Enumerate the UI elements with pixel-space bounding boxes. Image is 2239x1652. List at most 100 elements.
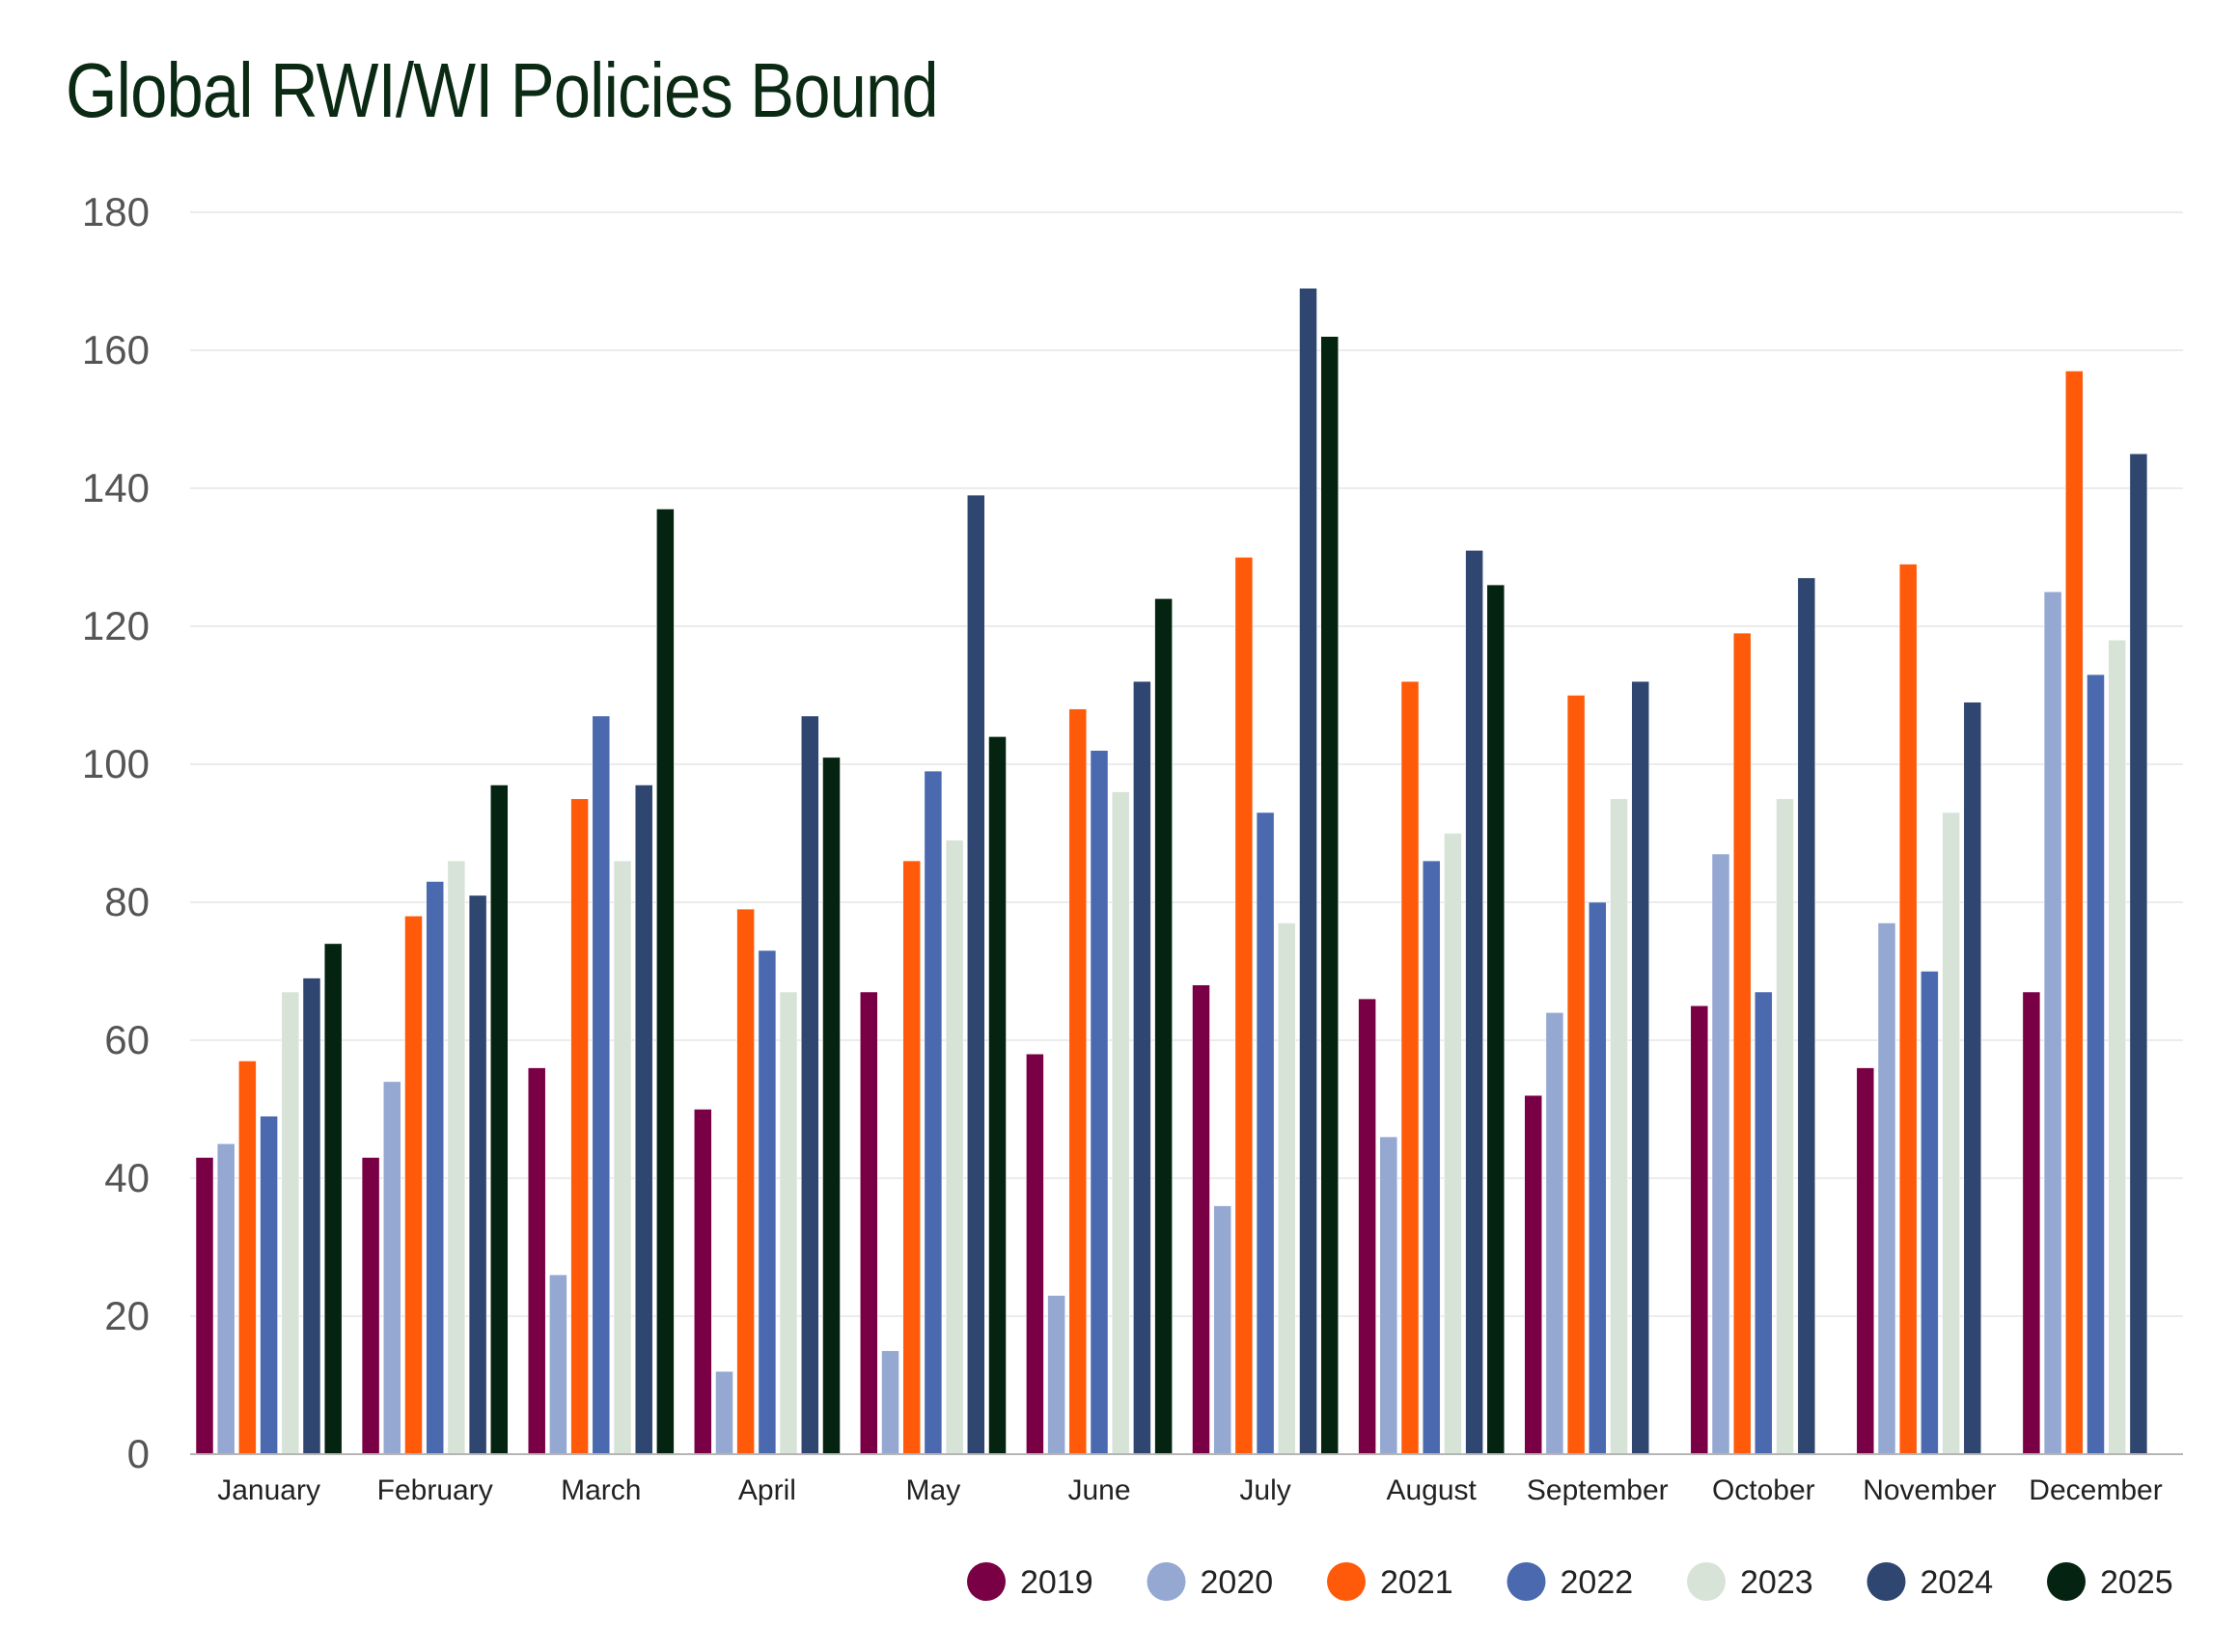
bar-2021-february — [404, 916, 423, 1455]
bar-2025-july — [1320, 336, 1339, 1455]
bar-2022-january — [260, 1115, 278, 1455]
legend-item-2025: 2025 — [2047, 1562, 2173, 1601]
bar-2021-august — [1400, 680, 1420, 1455]
bar-2022-december — [2087, 674, 2105, 1455]
y-tick-label: 80 — [104, 879, 150, 924]
y-axis: 0 20 40 60 80 100 120 140 160 180 — [82, 189, 150, 1476]
bar-2019-march — [527, 1067, 546, 1455]
bar-2023-november — [1942, 812, 1960, 1455]
bar-2023-february — [447, 860, 466, 1455]
bar-2024-february — [468, 895, 487, 1455]
bar-2021-april — [736, 908, 755, 1455]
bar-2020-january — [216, 1143, 235, 1455]
bar-2023-september — [1610, 798, 1628, 1455]
bar-2021-october — [1732, 632, 1752, 1455]
x-tick-label: June — [1067, 1474, 1130, 1506]
bar-2022-september — [1589, 901, 1607, 1455]
y-tick-label: 100 — [82, 741, 150, 786]
bar-2021-december — [2065, 371, 2084, 1455]
bar-2025-april — [822, 757, 841, 1455]
bar-2022-february — [426, 881, 444, 1455]
bar-2023-august — [1444, 833, 1462, 1455]
bar-2024-august — [1465, 550, 1483, 1455]
bar-2023-january — [281, 991, 300, 1455]
bar-2023-april — [779, 991, 798, 1455]
x-tick-label: March — [561, 1474, 641, 1506]
x-tick-label: November — [1863, 1474, 1996, 1506]
bar-2020-february — [383, 1081, 401, 1455]
gridlines — [190, 211, 2183, 1317]
x-tick-label: July — [1239, 1474, 1290, 1506]
bar-2024-may — [967, 494, 985, 1455]
x-tick-label: October — [1712, 1474, 1815, 1506]
bar-2024-april — [801, 715, 819, 1455]
bar-2023-october — [1776, 798, 1794, 1455]
legend-swatch — [1866, 1562, 1906, 1601]
bar-2020-march — [549, 1274, 567, 1455]
bars — [195, 288, 2148, 1455]
bar-2022-july — [1256, 812, 1275, 1455]
bar-2021-march — [570, 798, 589, 1455]
legend-swatch — [967, 1562, 1006, 1601]
legend-swatch — [1506, 1562, 1546, 1601]
bar-2021-june — [1068, 708, 1088, 1455]
bar-2020-august — [1379, 1136, 1398, 1455]
legend-label: 2023 — [1740, 1564, 1813, 1601]
y-tick-label: 180 — [82, 189, 150, 234]
bar-2019-april — [694, 1109, 712, 1455]
bar-2021-may — [902, 860, 921, 1455]
x-tick-label: September — [1527, 1474, 1669, 1506]
bar-2024-september — [1631, 680, 1649, 1455]
bar-2025-january — [323, 943, 343, 1455]
bar-2025-march — [656, 509, 675, 1455]
legend-swatch — [1147, 1562, 1186, 1601]
bar-2021-january — [238, 1060, 257, 1455]
bar-2021-july — [1234, 557, 1254, 1455]
bar-2025-february — [490, 785, 509, 1455]
bar-2022-may — [924, 770, 943, 1455]
bar-2024-january — [302, 977, 321, 1455]
legend-swatch — [1687, 1562, 1726, 1601]
y-tick-label: 20 — [104, 1293, 150, 1338]
bar-2019-october — [1690, 1005, 1709, 1455]
bar-2020-december — [2043, 592, 2062, 1455]
bar-2025-august — [1486, 584, 1506, 1455]
bar-2022-april — [758, 950, 777, 1455]
bar-2023-december — [2108, 640, 2126, 1455]
legend-item-2024: 2024 — [1866, 1562, 1994, 1601]
y-tick-label: 40 — [104, 1155, 150, 1200]
x-axis: January February March April May June July Augu… — [190, 1453, 2183, 1506]
bar-2023-may — [945, 840, 964, 1455]
x-tick-label: May — [906, 1474, 961, 1506]
legend-label: 2019 — [1020, 1564, 1093, 1601]
legend-item-2022: 2022 — [1506, 1562, 1633, 1601]
bar-2025-june — [1154, 598, 1173, 1455]
bar-2019-june — [1026, 1054, 1044, 1455]
bar-2022-october — [1755, 991, 1773, 1455]
legend-label: 2021 — [1380, 1564, 1453, 1601]
bar-2020-october — [1711, 853, 1730, 1455]
bar-2025-may — [988, 736, 1007, 1455]
bar-2019-december — [2022, 991, 2041, 1455]
bar-2019-may — [860, 991, 878, 1455]
legend-label: 2024 — [1921, 1564, 1994, 1601]
bar-2022-november — [1921, 971, 1939, 1455]
legend-swatch — [2047, 1562, 2086, 1601]
legend-item-2019: 2019 — [967, 1562, 1093, 1601]
bar-2021-september — [1566, 695, 1586, 1455]
bar-2020-june — [1047, 1295, 1065, 1455]
bar-2019-september — [1524, 1094, 1542, 1455]
legend-item-2020: 2020 — [1147, 1562, 1274, 1601]
bar-2022-june — [1090, 750, 1109, 1455]
bar-2023-june — [1111, 791, 1130, 1455]
y-tick-label: 60 — [104, 1017, 150, 1062]
bar-2023-march — [613, 860, 632, 1455]
legend-label: 2020 — [1201, 1564, 1274, 1601]
x-tick-label: January — [217, 1474, 320, 1506]
x-tick-label: August — [1386, 1474, 1477, 1506]
legend-item-2021: 2021 — [1327, 1562, 1453, 1601]
legend-swatch — [1327, 1562, 1366, 1601]
bar-2019-february — [361, 1157, 380, 1455]
x-tick-label: December — [2029, 1474, 2162, 1506]
